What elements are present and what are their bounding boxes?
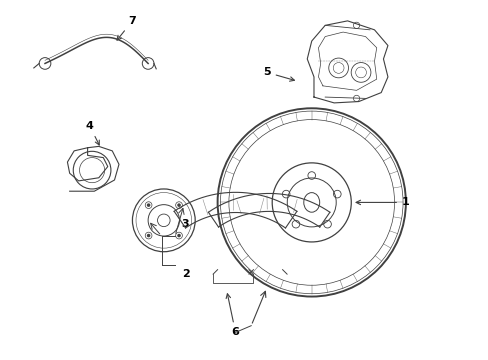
Circle shape (146, 203, 150, 207)
Text: 7: 7 (117, 16, 136, 40)
Text: 1: 1 (355, 197, 409, 207)
Circle shape (177, 203, 181, 207)
Text: 6: 6 (225, 294, 239, 337)
Text: 2: 2 (182, 269, 189, 279)
Text: 4: 4 (86, 121, 99, 145)
Text: 5: 5 (263, 67, 294, 81)
Circle shape (146, 234, 150, 237)
Circle shape (177, 234, 181, 237)
Text: 3: 3 (182, 219, 189, 229)
